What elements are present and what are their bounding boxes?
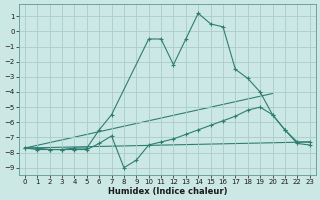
X-axis label: Humidex (Indice chaleur): Humidex (Indice chaleur) [108,187,227,196]
